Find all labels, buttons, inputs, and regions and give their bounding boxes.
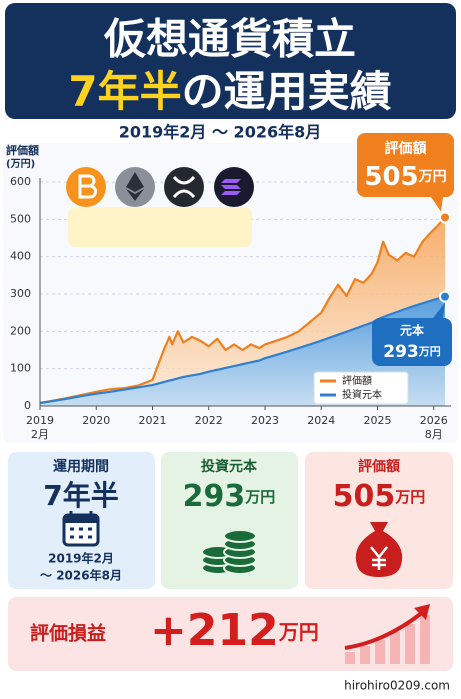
eth-glyph	[126, 172, 144, 201]
profit-number: +212	[150, 605, 279, 656]
x-tick-label: 2023	[251, 414, 279, 427]
callout-pointer	[433, 302, 445, 318]
card-unit: 万円	[394, 488, 425, 506]
callout-value: 505万円	[364, 162, 446, 192]
callout-label: 評価額	[385, 140, 427, 157]
y-tick-label: 400	[10, 250, 31, 263]
y-tick-label: 600	[10, 175, 31, 188]
card-bg	[305, 452, 453, 589]
callout-value: 293万円	[383, 342, 441, 362]
callout-number: 293	[383, 342, 419, 362]
y-tick-label: 0	[24, 399, 31, 412]
title-highlight: 7年半	[68, 67, 181, 116]
card-title: 評価額	[358, 458, 400, 475]
y-tick-label: 200	[10, 324, 31, 337]
callout-box	[357, 133, 454, 197]
btc-glyph	[78, 174, 97, 199]
card-value: 505万円	[333, 479, 426, 514]
legend-box	[313, 371, 409, 405]
x-tick-label: 2025	[364, 414, 392, 427]
callout-label: 元本	[400, 323, 424, 338]
callout-pointer	[431, 197, 443, 212]
x-tick-label: 2021	[139, 414, 167, 427]
growth-icon	[344, 604, 430, 664]
series-line	[39, 295, 446, 405]
title-line2: 7年半の運用実績	[68, 67, 391, 116]
x-start-label: 2月	[31, 428, 49, 441]
caption-bg	[68, 207, 252, 247]
coin-icons	[66, 167, 254, 247]
card-title: 運用期間	[53, 459, 109, 475]
y-tick-label: 500	[10, 212, 31, 225]
y-tick-label: 300	[10, 287, 31, 300]
y-axis-label: 評価額	[6, 143, 39, 157]
coins-icon	[201, 529, 257, 575]
end-point	[439, 211, 451, 224]
card-number: 293	[183, 479, 246, 514]
sol-glyph	[221, 179, 241, 195]
card-period-start: 2019年2月	[48, 551, 114, 566]
callout-number: 505	[364, 162, 418, 192]
card-value: 293万円	[183, 479, 276, 514]
legend-label: 評価額	[342, 374, 372, 387]
x-tick-label: 2022	[195, 414, 223, 427]
callout-unit: 万円	[418, 169, 447, 185]
xrp-icon	[164, 167, 204, 207]
xrp-glyph	[172, 175, 196, 199]
profit-bg	[8, 597, 453, 671]
profit-value: +212万円	[150, 605, 319, 656]
y-tick-label: 100	[10, 362, 31, 375]
title-rest: の運用実績	[182, 67, 392, 116]
card-period-end: 〜 2026年8月	[40, 568, 122, 583]
legend-label: 投資元本	[342, 388, 382, 401]
card-bg	[161, 452, 298, 589]
x-end-label: 8月	[425, 428, 443, 441]
period: 2019年2月 〜 2026年8月	[119, 123, 321, 142]
money-bag-icon	[355, 522, 403, 577]
x-tick-label: 2026	[420, 414, 448, 427]
footer: hirohiro0209.com	[344, 679, 450, 693]
x-tick-label: 2024	[307, 414, 335, 427]
y-axis-unit: (万円)	[6, 158, 35, 170]
x-tick-label: 2019	[26, 414, 54, 427]
card-unit: 万円	[244, 488, 275, 506]
card-number: 505	[333, 479, 396, 514]
header-bg	[5, 3, 456, 119]
card-value: 7年半	[43, 479, 118, 512]
series-line	[39, 216, 446, 405]
calendar-icon	[62, 511, 100, 547]
x-tick-label: 2020	[82, 414, 110, 427]
end-point	[439, 290, 451, 303]
profit-title: 評価損益	[30, 622, 106, 645]
callout-box	[372, 318, 452, 366]
title-line1: 仮想通貨積立	[103, 15, 356, 64]
profit-unit: 万円	[278, 620, 319, 644]
callout-unit: 万円	[418, 345, 441, 358]
card-title: 投資元本	[201, 458, 258, 475]
